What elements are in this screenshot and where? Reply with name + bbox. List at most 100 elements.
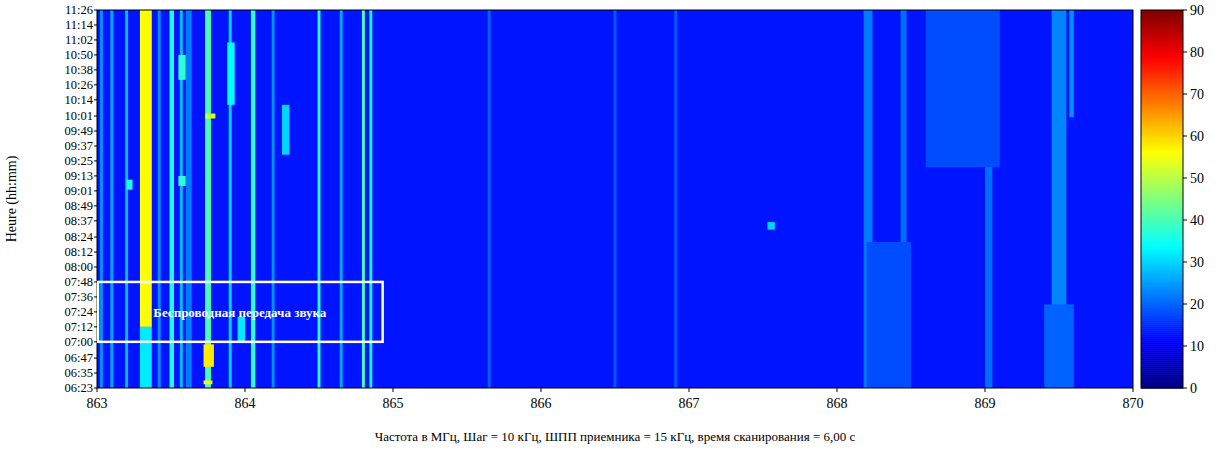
x-tick [985, 388, 986, 392]
colorbar-tick [1183, 10, 1187, 11]
cell [488, 10, 491, 388]
annotation-box [98, 282, 383, 342]
y-tick-label: 11:14 [65, 18, 94, 32]
annotation-text: Беспроводная передача звука [153, 305, 326, 320]
cell [362, 10, 365, 388]
y-tick [94, 160, 97, 161]
cell [340, 10, 343, 388]
y-tick-label: 10:01 [65, 109, 93, 123]
y-tick-label: 06:47 [65, 351, 93, 365]
colorbar-tick-label: 20 [1190, 297, 1204, 312]
colorbar-tick [1183, 220, 1187, 221]
x-axis-title: Частота в МГц, Шаг = 10 кГц, ШПП приемни… [375, 429, 856, 444]
cell [97, 10, 1133, 388]
y-tick [94, 190, 97, 191]
y-tick-label: 07:48 [65, 275, 93, 289]
y-tick [94, 54, 97, 55]
y-tick-label: 08:24 [65, 230, 94, 244]
y-tick-label: 09:01 [65, 184, 93, 198]
cell [251, 10, 255, 388]
colorbar-tick [1183, 304, 1187, 305]
colorbar-tick-label: 60 [1190, 129, 1204, 144]
y-tick [94, 281, 97, 282]
cell [238, 317, 245, 342]
y-tick-label: 09:37 [65, 139, 93, 153]
y-tick [94, 84, 97, 85]
cell [272, 10, 275, 388]
y-tick [94, 220, 97, 221]
y-tick [94, 326, 97, 327]
y-tick [94, 373, 97, 374]
cell [205, 10, 211, 388]
chart: Беспроводная передача звука8638648658668… [0, 0, 1232, 450]
colorbar-tick-label: 0 [1190, 381, 1197, 396]
colorbar-tick-label: 10 [1190, 339, 1204, 354]
y-tick [94, 24, 97, 25]
y-tick [94, 388, 97, 389]
y-tick [94, 205, 97, 206]
x-tick-label: 863 [87, 396, 108, 411]
colorbar-frame [1141, 10, 1183, 388]
colorbar-tick-label: 50 [1190, 171, 1204, 186]
cell [674, 10, 677, 388]
y-axis-title: Heure (hh:mm) [4, 155, 20, 242]
y-tick-label: 08:12 [65, 245, 93, 259]
colorbar-tick-label: 70 [1190, 87, 1204, 102]
cell [178, 176, 185, 186]
cell [767, 222, 774, 229]
colorbar-tick [1183, 262, 1187, 263]
cell [614, 10, 617, 388]
y-tick-label: 08:00 [65, 260, 93, 274]
x-tick [541, 388, 542, 392]
y-tick-label: 08:49 [65, 199, 93, 213]
colorbar-tick [1183, 346, 1187, 347]
cell [926, 10, 1000, 167]
cell [100, 10, 103, 388]
y-tick-label: 09:13 [65, 169, 93, 183]
y-tick-label: 09:25 [65, 154, 93, 168]
y-tick [94, 252, 97, 253]
y-tick [94, 175, 97, 176]
y-tick-label: 09:49 [65, 124, 93, 138]
y-tick-label: 07:36 [65, 290, 93, 304]
cell [186, 10, 192, 388]
colorbar [1141, 10, 1183, 389]
cell [204, 381, 213, 385]
colorbar-tick-label: 90 [1190, 3, 1204, 18]
cell [369, 10, 372, 388]
y-tick [94, 39, 97, 40]
cell [1044, 304, 1074, 388]
cell [867, 242, 911, 388]
x-tick [1133, 388, 1134, 392]
y-tick [94, 145, 97, 146]
x-tick-label: 870 [1123, 396, 1144, 411]
y-tick [94, 266, 97, 267]
y-tick-label: 06:35 [65, 366, 93, 380]
y-tick [94, 69, 97, 70]
x-tick-label: 869 [975, 396, 996, 411]
cell [204, 344, 214, 366]
cell [170, 10, 174, 388]
y-tick-label: 07:24 [65, 305, 94, 319]
y-tick [94, 311, 97, 312]
y-tick [94, 99, 97, 100]
cell [140, 10, 152, 327]
x-tick-label: 867 [679, 396, 700, 411]
x-tick [97, 388, 98, 392]
colorbar-tick [1183, 94, 1187, 95]
cell [205, 114, 215, 119]
y-tick-label: 10:38 [65, 63, 93, 77]
colorbar-tick [1183, 136, 1187, 137]
cells [97, 10, 1133, 388]
x-tick-label: 865 [383, 396, 404, 411]
y-tick [94, 10, 97, 11]
cell [125, 10, 128, 388]
cell [127, 180, 133, 190]
y-tick-label: 11:02 [65, 33, 93, 47]
y-tick [94, 116, 97, 117]
cell [110, 10, 113, 388]
y-tick [94, 341, 97, 342]
cell [140, 327, 152, 388]
cell [282, 105, 289, 155]
colorbar-tick-label: 40 [1190, 213, 1204, 228]
